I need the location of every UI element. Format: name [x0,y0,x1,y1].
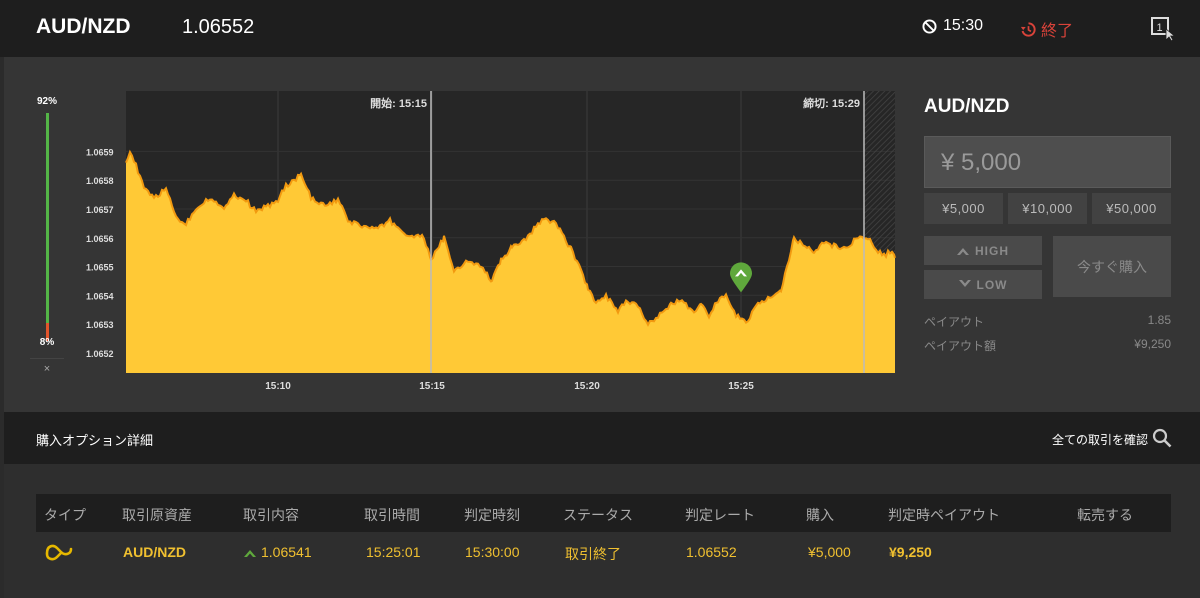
low-percentage: 8% [39,337,55,348]
row-content-value: 1.06541 [261,544,312,560]
row-payout: ¥9,250 [889,544,932,560]
price-chart: 1.0659 1.0658 1.0657 1.0656 1.0655 1.0654 1.06… [86,91,896,390]
y-tick-label: 1.0654 [86,291,114,301]
payout-amount-value: ¥9,250 [1134,337,1171,351]
search-icon[interactable] [1152,428,1172,448]
payout-label: ペイアウト [924,315,985,329]
col-trade-time: 取引時間 [364,507,420,523]
low-button-label: LOW [976,277,1008,292]
col-resell: 転売する [1077,507,1133,523]
history-icon [1020,21,1036,37]
row-trade-time: 15:25:01 [366,544,421,560]
x-tick-label: 15:15 [419,381,445,390]
quick-amount-50000[interactable]: ¥50,000 [1092,193,1171,224]
row-judge-time: 15:30:00 [465,544,520,560]
gauge-high-bar [46,113,49,323]
x-tick-label: 15:20 [574,381,600,390]
col-rate: 判定レート [685,507,755,523]
sentiment-gauge: 92% 8% × [30,91,64,381]
top-bar [0,0,1200,57]
quick-amount-5000[interactable]: ¥5,000 [924,193,1003,224]
x-tick-label: 15:25 [728,381,754,390]
y-tick-label: 1.0656 [86,234,114,244]
gauge-track [46,113,49,341]
high-direction-icon [244,549,256,557]
buy-now-button[interactable]: 今すぐ購入 [1053,236,1171,297]
high-button-label: HIGH [975,243,1009,258]
payout-amount-row: ペイアウト額 ¥9,250 [924,337,1171,354]
start-label: 開始: 15:15 [370,96,427,110]
payout-value: 1.85 [1147,313,1171,327]
quick-amount-10000[interactable]: ¥10,000 [1008,193,1087,224]
col-payout: 判定時ペイアウト [888,507,1000,523]
price-line [125,149,896,327]
current-price: 1.06552 [182,16,255,38]
entry-arrow-icon [735,269,747,277]
col-asset: 取引原資産 [122,507,192,523]
col-purchase: 購入 [806,507,834,523]
end-label: 締切: 15:29 [803,96,860,110]
row-purchase: ¥5,000 [808,544,851,560]
high-percentage: 92% [36,96,57,107]
y-tick-label: 1.0659 [86,147,114,157]
view-all-trades-link[interactable]: 全ての取引を確認 [1051,433,1148,447]
single-window-icon[interactable]: 1 [1150,15,1176,41]
x-tick-label: 15:10 [265,381,291,390]
row-status: 取引終了 [565,546,621,562]
expiry-timer: 15:30 [922,17,983,35]
price-area [126,152,895,373]
y-tick-label: 1.0653 [86,320,114,330]
gauge-low-bar [46,323,49,341]
investment-amount-input[interactable]: ¥ 5,000 [924,136,1171,188]
high-button[interactable]: HIGH [924,236,1042,265]
timer-value: 15:30 [943,17,984,34]
asset-pair-title: AUD/NZD [36,15,131,38]
col-type: タイプ [44,507,86,523]
y-tick-label: 1.0652 [86,349,114,359]
section-title: 購入オプション詳細 [36,433,154,448]
payout-amount-label: ペイアウト額 [924,339,997,353]
svg-text:1: 1 [1157,22,1163,34]
gauge-close-button[interactable]: × [30,358,64,375]
payout-row: ペイアウト 1.85 [924,313,1171,330]
y-tick-label: 1.0655 [86,263,114,273]
prohibited-clock-icon [922,18,937,34]
low-button[interactable]: LOW [924,270,1042,299]
high-arrow-icon [957,248,969,255]
trade-status-label: 終了 [1041,23,1074,40]
y-tick-label: 1.0657 [86,205,114,215]
col-status: ステータス [563,507,633,523]
col-judge-time: 判定時刻 [464,507,520,523]
row-rate: 1.06552 [686,544,737,560]
low-arrow-icon [958,280,971,287]
entry-marker [730,262,752,293]
y-tick-label: 1.0658 [86,176,114,186]
trade-status: 終了 [1020,17,1073,41]
purchase-details-header: 購入オプション詳細 全ての取引を確認 [4,412,1200,464]
highlow-type-icon [45,544,73,561]
side-asset-title: AUD/NZD [924,96,1010,117]
table-header: タイプ 取引原資産 取引内容 取引時間 判定時刻 ステータス 判定レート 購入 … [36,494,1171,532]
row-content: 1.06541 [244,544,312,560]
row-asset: AUD/NZD [123,544,186,560]
col-content: 取引内容 [243,507,299,523]
